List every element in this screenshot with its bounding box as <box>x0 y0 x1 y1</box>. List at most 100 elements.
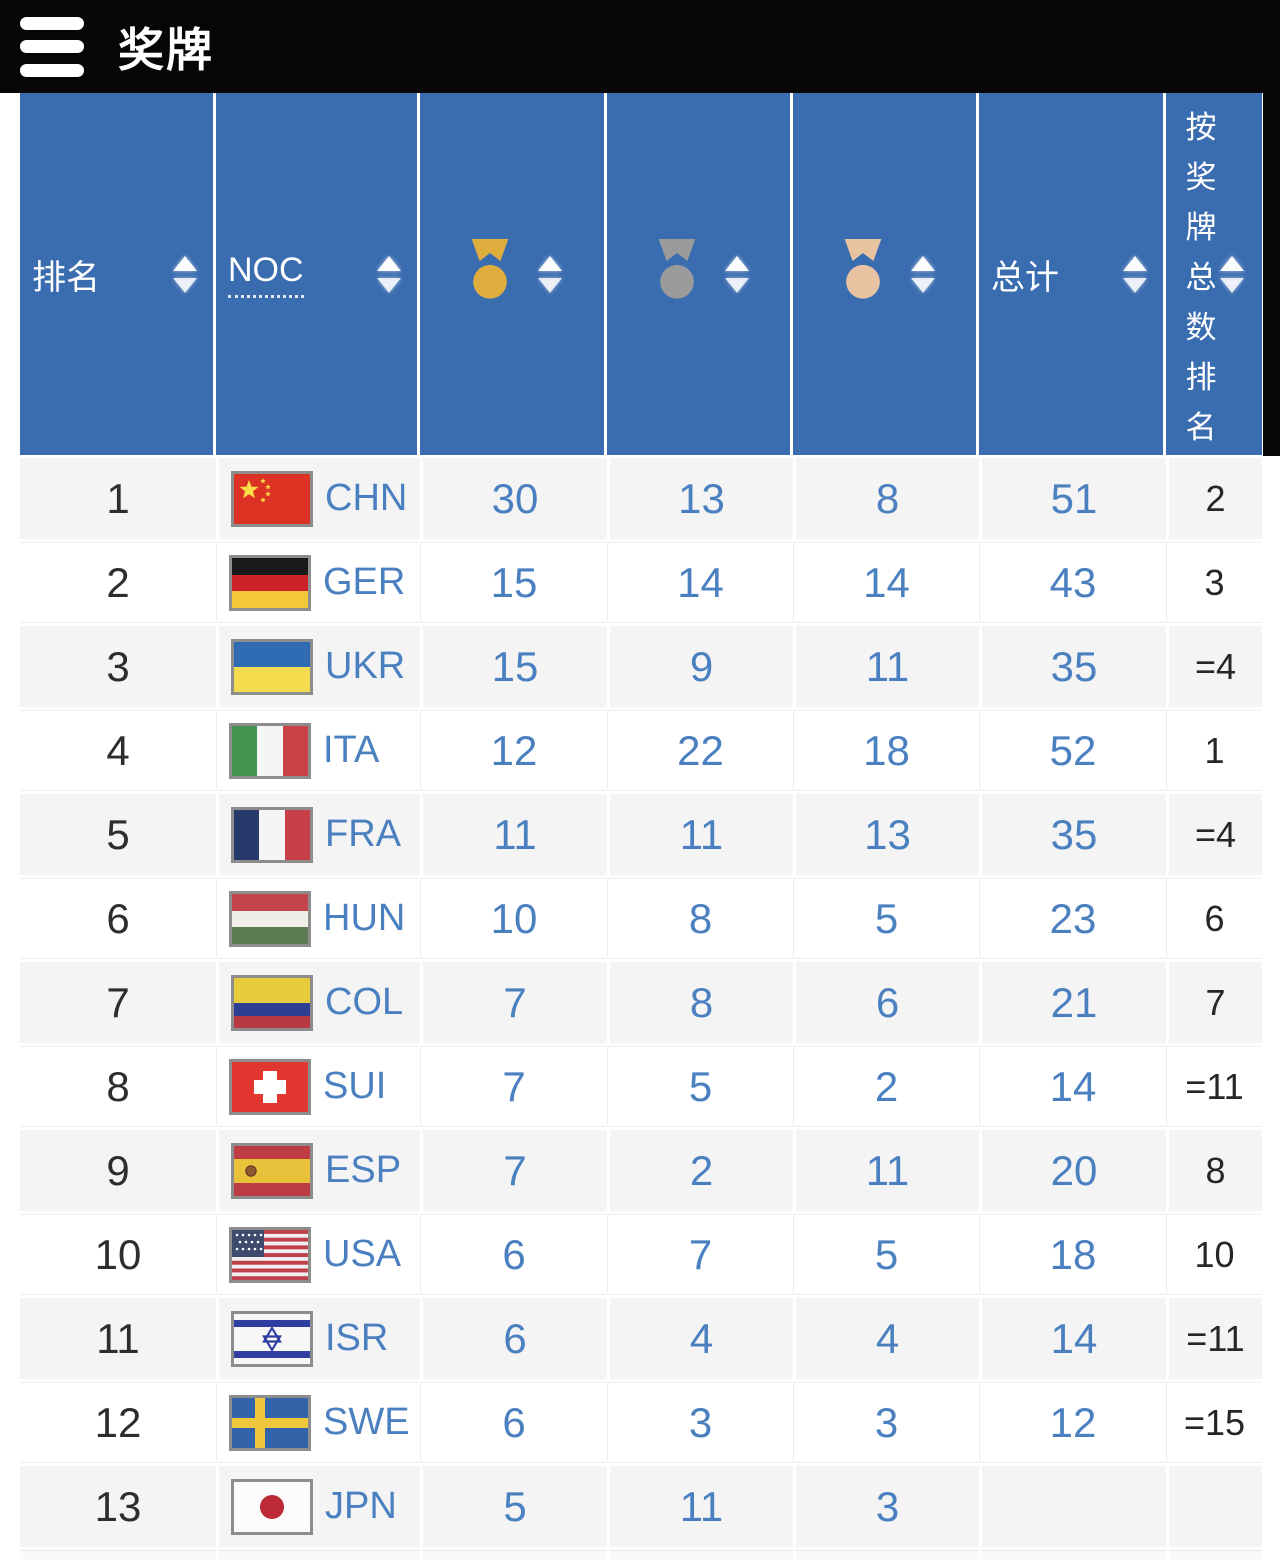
noc-cell[interactable]: FRA <box>216 794 420 875</box>
bronze-count-cell: 8 <box>793 458 979 539</box>
flag-col-icon <box>231 974 313 1031</box>
table-row: 6 HUN 10 8 5 23 6 <box>20 878 1262 959</box>
flag-ger-icon <box>229 554 311 611</box>
total-rank-cell: =11 <box>1166 1298 1262 1379</box>
bronze-count-cell: 2 <box>793 1046 979 1127</box>
table-row: 3 UKR 15 9 11 35 =4 <box>20 626 1262 707</box>
app-header: 奖牌 <box>0 0 1280 93</box>
gold-count-cell: 12 <box>420 710 607 791</box>
total-count-cell: 52 <box>979 710 1166 791</box>
noc-cell[interactable]: JPN <box>216 1466 420 1547</box>
gold-count-cell: 15 <box>420 542 607 623</box>
column-header-total-rank[interactable]: 按奖牌总数排名 <box>1166 93 1262 455</box>
flag-swe-icon <box>229 1394 311 1451</box>
table-row: 9 ESP 7 2 11 20 8 <box>20 1130 1262 1211</box>
gold-count-cell: 6 <box>420 1214 607 1295</box>
table-row: 12 SWE 6 3 3 12 =15 <box>20 1382 1262 1463</box>
total-rank-cell: 3 <box>1166 542 1262 623</box>
noc-cell[interactable]: ESP <box>216 1130 420 1211</box>
flag-usa-icon <box>229 1226 311 1283</box>
flag-fra-icon <box>231 806 313 863</box>
bronze-count-cell: 3 <box>793 1466 979 1547</box>
total-rank-cell <box>1166 1466 1262 1547</box>
bronze-count-cell: 5 <box>793 878 979 959</box>
rank-cell: 9 <box>20 1130 216 1211</box>
rank-cell: 3 <box>20 626 216 707</box>
hamburger-menu-icon[interactable] <box>20 16 86 77</box>
silver-count-cell: 22 <box>607 710 793 791</box>
flag-sui-icon <box>229 1058 311 1115</box>
total-header-label: 总计 <box>991 258 1059 297</box>
noc-cell[interactable]: ISR <box>216 1298 420 1379</box>
noc-cell[interactable]: GER <box>216 542 420 623</box>
noc-cell[interactable]: USA <box>216 1214 420 1295</box>
total-rank-header-label: 按奖牌总数排名 <box>1185 110 1217 445</box>
gold-medal-icon <box>462 238 518 310</box>
bronze-count-cell: 11 <box>793 1130 979 1211</box>
column-header-gold[interactable] <box>420 93 607 455</box>
noc-code: HUN <box>323 897 406 939</box>
total-count-cell: 43 <box>979 542 1166 623</box>
column-header-rank[interactable]: 排名 <box>20 93 216 455</box>
gold-count-cell: 6 <box>420 1298 607 1379</box>
gold-count-cell: 6 <box>420 1382 607 1463</box>
noc-code: UKR <box>325 645 406 687</box>
noc-code: ITA <box>323 729 380 771</box>
total-count-cell: 35 <box>979 626 1166 707</box>
total-rank-cell: =11 <box>1166 1046 1262 1127</box>
total-rank-cell: =15 <box>1166 1382 1262 1463</box>
rank-cell: 6 <box>20 878 216 959</box>
noc-cell[interactable]: SWE <box>216 1382 420 1463</box>
bronze-count-cell: 5 <box>793 1214 979 1295</box>
column-header-bronze[interactable] <box>793 93 979 455</box>
noc-cell[interactable]: COL <box>216 962 420 1043</box>
noc-cell[interactable]: UKR <box>216 626 420 707</box>
column-header-silver[interactable] <box>607 93 793 455</box>
flag-esp-icon <box>231 1142 313 1199</box>
flag-hun-icon <box>229 890 311 947</box>
flag-ukr-icon <box>231 638 313 695</box>
noc-code: USA <box>323 1233 402 1275</box>
bronze-count-cell: 18 <box>793 710 979 791</box>
total-rank-cell: 6 <box>1166 878 1262 959</box>
rank-cell: 1 <box>20 458 216 539</box>
column-header-noc[interactable]: NOC <box>216 93 420 455</box>
silver-count-cell: 3 <box>607 1382 793 1463</box>
noc-cell[interactable]: HUN <box>216 878 420 959</box>
rank-cell: 10 <box>20 1214 216 1295</box>
bronze-count-cell: 11 <box>793 626 979 707</box>
table-row: 7 COL 7 8 6 21 7 <box>20 962 1262 1043</box>
sort-arrows-icon <box>538 255 562 293</box>
rank-cell: 2 <box>20 542 216 623</box>
noc-code: SUI <box>323 1065 387 1107</box>
rank-cell: 8 <box>20 1046 216 1127</box>
table-row: 13 JPN 5 11 3 <box>20 1466 1262 1547</box>
noc-cell[interactable]: CHN <box>216 458 420 539</box>
sort-arrows-icon <box>173 255 197 293</box>
noc-cell[interactable]: SUI <box>216 1046 420 1127</box>
table-row: 1 CHN 30 13 8 51 2 <box>20 458 1262 539</box>
flag-chn-icon <box>231 470 313 527</box>
bronze-count-cell: 14 <box>793 542 979 623</box>
rank-header-label: 排名 <box>32 258 100 297</box>
total-rank-cell: 8 <box>1166 1130 1262 1211</box>
rank-cell: 11 <box>20 1298 216 1379</box>
noc-cell[interactable]: ITA <box>216 710 420 791</box>
table-header-row: 排名 NOC 总计 按奖牌总数排名 <box>20 93 1262 455</box>
bronze-count-cell: 13 <box>793 794 979 875</box>
silver-count-cell: 7 <box>607 1214 793 1295</box>
noc-code: ESP <box>325 1149 402 1191</box>
column-header-total[interactable]: 总计 <box>979 93 1166 455</box>
silver-count-cell: 4 <box>607 1298 793 1379</box>
table-row: 11 ISR 6 4 4 14 =11 <box>20 1298 1262 1379</box>
table-body: 1 CHN 30 13 8 51 2 2 GER 15 14 14 43 3 3 UKR 15 9 11 35 =4 4 I… <box>20 458 1262 1560</box>
sort-arrows-icon <box>1123 255 1147 293</box>
total-count-cell: 51 <box>979 458 1166 539</box>
total-count-cell <box>979 1466 1166 1547</box>
total-rank-cell: 1 <box>1166 710 1262 791</box>
silver-count-cell: 5 <box>607 1046 793 1127</box>
noc-code: SWE <box>323 1401 410 1443</box>
bronze-count-cell: 3 <box>793 1382 979 1463</box>
flag-jpn-icon <box>231 1478 313 1535</box>
rank-cell: 4 <box>20 710 216 791</box>
